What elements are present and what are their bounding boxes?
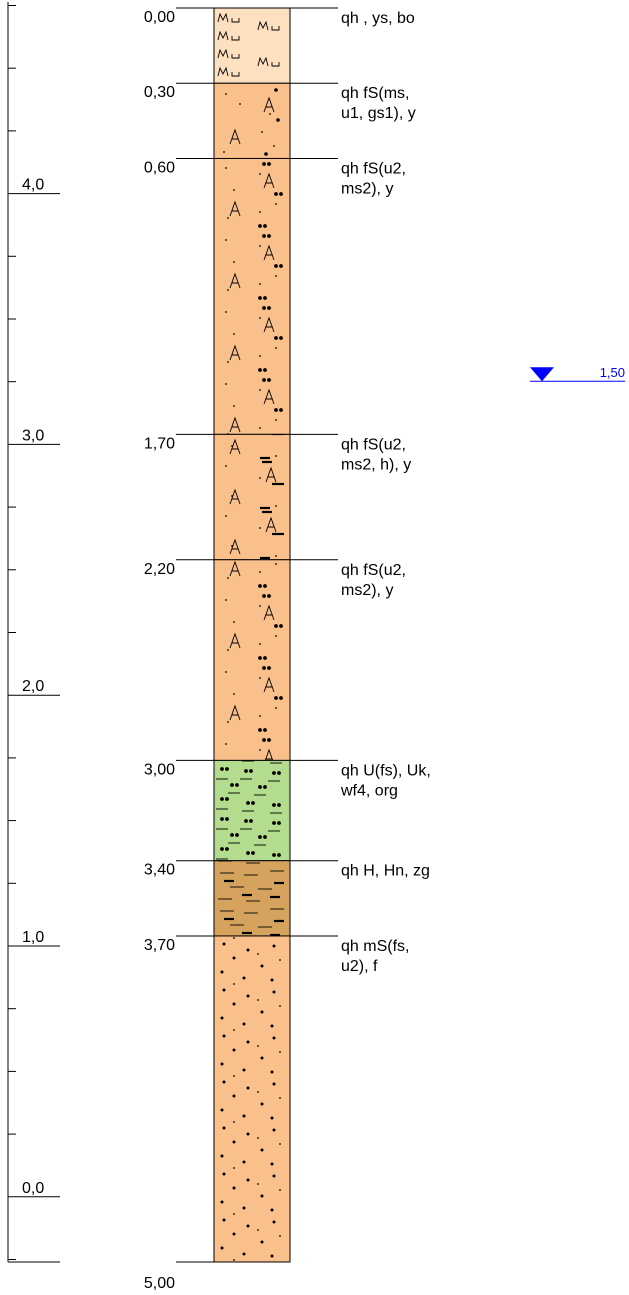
layer-description: ms2, h), y [341, 456, 411, 473]
final-depth-label: 5,00 [144, 1275, 175, 1292]
soil-column [213, 7, 291, 1263]
layer-pattern [213, 82, 291, 159]
water-level-label: 1,50 [600, 365, 625, 380]
water-level-marker: 1,50 [530, 365, 625, 382]
layer-pattern [213, 157, 291, 435]
layer-pattern [213, 860, 291, 937]
depth-label: 0,60 [144, 159, 175, 176]
depth-label: 0,00 [144, 9, 175, 26]
depth-label: 3,00 [144, 761, 175, 778]
layer-description: u2), f [341, 958, 378, 975]
layer-description: u1, gs1), y [341, 105, 416, 122]
depth-label: 2,20 [144, 561, 175, 578]
layer-description: qh fS(ms, [341, 85, 409, 102]
layer-description: qh U(fs), Uk, [341, 762, 431, 779]
layer-description: qh fS(u2, [341, 160, 406, 177]
layer-description: qh H, Hn, zg [341, 863, 430, 880]
layer-pattern [213, 7, 291, 84]
scale-label: 1,0 [22, 929, 44, 946]
depth-label: 3,40 [144, 862, 175, 879]
scale-label: 2,0 [22, 678, 44, 695]
layer-description: qh mS(fs, [341, 938, 409, 955]
depth-label: 1,70 [144, 435, 175, 452]
layer-pattern [213, 559, 291, 761]
layer-pattern [213, 759, 291, 862]
scale-label: 4,0 [22, 177, 44, 194]
layer-description: ms2), y [341, 582, 393, 599]
layer-description: ms2), y [341, 180, 393, 197]
layer-pattern [213, 433, 291, 561]
water-level-triangle-icon [530, 367, 554, 382]
elevation-scale: 4,0 3,0 2,0 1,0 0,0 [7, 2, 60, 1263]
layer-description: qh fS(u2, [341, 562, 406, 579]
layer-description: wf4, org [340, 782, 398, 799]
depth-label: 3,70 [144, 937, 175, 954]
layer-description: qh fS(u2, [341, 436, 406, 453]
layer-pattern [213, 935, 291, 1263]
layer-description: qh , ys, bo [341, 10, 415, 27]
scale-label: 0,0 [22, 1180, 44, 1197]
depth-label: 0,30 [144, 84, 175, 101]
scale-label: 3,0 [22, 427, 44, 444]
layer-labels: 0,00 qh , ys, bo 0,30 qh fS(ms, u1, gs1), y 0… [144, 7, 431, 1292]
